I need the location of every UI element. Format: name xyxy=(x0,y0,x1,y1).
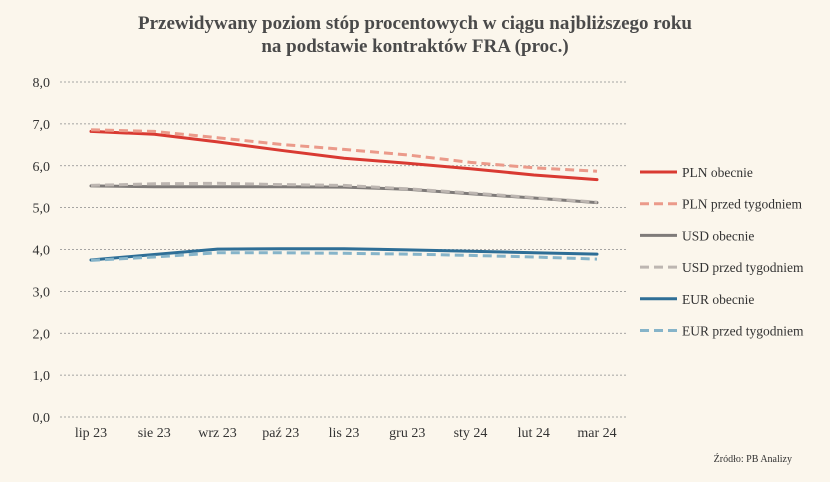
legend-label: EUR przed tygodniem xyxy=(682,324,804,339)
x-tick-label: lis 23 xyxy=(329,426,360,441)
source-note: Źródło: PB Analizy xyxy=(713,454,792,465)
series-line xyxy=(89,247,599,262)
y-tick-label: 8,0 xyxy=(33,76,51,91)
legend-label: PLN przed tygodniem xyxy=(682,197,802,212)
x-tick-label: sie 23 xyxy=(138,426,171,441)
y-tick-label: 4,0 xyxy=(33,244,51,259)
x-tick-label: sty 24 xyxy=(454,426,488,441)
series-line xyxy=(90,251,598,262)
y-tick-label: 1,0 xyxy=(33,369,51,384)
legend-label: PLN obecnie xyxy=(682,165,753,180)
x-tick-label: lip 23 xyxy=(75,426,107,441)
legend-label: EUR obecnie xyxy=(682,292,754,307)
series-line xyxy=(90,128,598,173)
y-tick-label: 5,0 xyxy=(33,202,51,217)
y-tick-label: 2,0 xyxy=(33,327,51,342)
legend-label: USD obecnie xyxy=(682,228,754,243)
x-tick-label: mar 24 xyxy=(577,426,616,441)
chart-title-line-2: na podstawie kontraktów FRA (proc.) xyxy=(261,36,569,57)
x-tick-label: wrz 23 xyxy=(198,426,237,441)
series-line xyxy=(89,184,599,205)
x-tick-label: paź 23 xyxy=(262,426,299,441)
y-tick-label: 6,0 xyxy=(33,160,51,175)
series-line xyxy=(89,129,599,182)
series-line xyxy=(90,181,598,204)
x-tick-label: gru 23 xyxy=(389,426,425,441)
y-tick-label: 7,0 xyxy=(33,118,51,133)
chart-title-line-1: Przewidywany poziom stóp procentowych w … xyxy=(138,13,692,34)
chart-title: Przewidywany poziom stóp procentowych w … xyxy=(0,12,830,58)
y-tick-label: 0,0 xyxy=(33,411,51,426)
legend-label: USD przed tygodniem xyxy=(682,260,804,275)
x-tick-label: lut 24 xyxy=(518,426,550,441)
y-tick-label: 3,0 xyxy=(33,285,51,300)
